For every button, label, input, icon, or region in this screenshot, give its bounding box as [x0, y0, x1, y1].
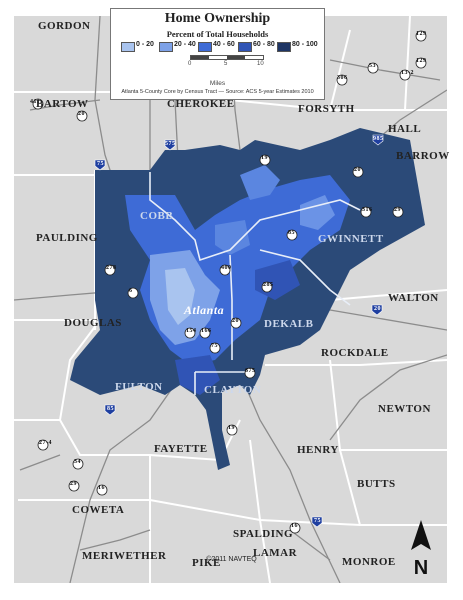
- county-boundaries: [14, 16, 447, 583]
- route-label: 400: [221, 265, 232, 271]
- county-label-dekalb: DEKALB: [264, 318, 314, 330]
- county-label-fayette: FAYETTE: [154, 443, 208, 455]
- city-label-atlanta: Atlanta: [184, 303, 225, 317]
- route-label: 316: [362, 207, 373, 213]
- route-label: 985: [373, 136, 384, 142]
- county-label-meriwether: MERIWETHER: [82, 550, 167, 562]
- county-label-bartow: BARTOW: [36, 98, 89, 110]
- county-label-walton: WALTON: [388, 292, 439, 304]
- route-label: 75: [97, 161, 104, 167]
- route-label: 20: [232, 318, 239, 324]
- route-label: 19: [228, 425, 235, 431]
- county-label-pike: PIKE: [192, 557, 221, 569]
- legend-swatch: [121, 42, 135, 52]
- county-label-hall: HALL: [388, 123, 422, 135]
- copyright-note: ©2011 NAVTEQ: [206, 556, 257, 563]
- county-label-douglas: DOUGLAS: [64, 317, 122, 329]
- county-label-forsyth: FORSYTH: [298, 103, 355, 115]
- scale-tick-label: 10: [257, 61, 264, 67]
- route-label: 278: [106, 265, 117, 271]
- county-label-cobb: COBB: [140, 210, 174, 222]
- route-label: 6: [129, 288, 133, 294]
- legend-swatch: [198, 42, 212, 52]
- route-label: 13-2: [401, 70, 414, 76]
- route-label: 129: [416, 31, 427, 37]
- source-note: Atlanta 5-County Core by Census Tract — …: [121, 89, 314, 95]
- county-label-gwinnett: GWINNETT: [318, 233, 384, 245]
- legend-label: 40 - 60: [213, 41, 235, 48]
- county-label-cherokee: CHEROKEE: [167, 98, 235, 110]
- county-label-monroe: MONROE: [342, 556, 396, 568]
- map-title: Home Ownership: [164, 11, 271, 26]
- base-map: [14, 16, 447, 583]
- county-label-fulton: FULTON: [115, 381, 163, 393]
- county-label-butts: BUTTS: [357, 478, 396, 490]
- route-label: 166: [201, 328, 212, 334]
- route-label: 34: [74, 459, 81, 465]
- route-label: 29: [70, 481, 77, 487]
- legend-label: 60 - 80: [253, 41, 275, 48]
- scale-tick-label: 5: [224, 61, 228, 67]
- north-arrow-icon: N: [401, 518, 441, 583]
- core-tracts: [70, 128, 425, 470]
- route-label: 285: [263, 282, 274, 288]
- county-label-newton: NEWTON: [378, 403, 431, 415]
- county-label-gordon: GORDON: [38, 20, 91, 32]
- route-label: 16: [291, 523, 298, 529]
- route-shields: [32, 30, 427, 534]
- scale-bar: [190, 55, 264, 60]
- county-label-rockdale: ROCKDALE: [321, 347, 389, 359]
- interstate-shields: [94, 134, 384, 528]
- route-label: 16: [98, 485, 105, 491]
- legend-label: 20 - 40: [174, 41, 196, 48]
- route-label: 75: [314, 518, 321, 524]
- county-label-henry: HENRY: [297, 444, 339, 456]
- county-label-paulding: PAULDING: [36, 232, 98, 244]
- legend-swatch: [277, 42, 291, 52]
- legend-label: 80 - 100: [292, 41, 318, 48]
- map-frame: [14, 16, 447, 583]
- route-label: 20: [374, 306, 381, 312]
- legend-swatch: [238, 42, 252, 52]
- map-legend: Home Ownership Percent of Total Househol…: [110, 8, 325, 100]
- route-label: 85: [107, 406, 114, 412]
- route-label: 27-4: [39, 440, 52, 446]
- route-label: 675: [245, 368, 256, 374]
- route-label: 129: [416, 58, 427, 64]
- route-label: 85: [288, 230, 295, 236]
- legend-label: 0 - 20: [136, 41, 154, 48]
- county-label-lamar: LAMAR: [253, 547, 298, 559]
- route-label: 20: [78, 111, 85, 117]
- route-label: 306: [337, 75, 348, 81]
- scale-unit: Miles: [209, 80, 226, 87]
- route-label: 20: [354, 167, 361, 173]
- route-label: 53: [369, 63, 376, 69]
- route-label: 575: [165, 141, 176, 147]
- legend-swatch: [159, 42, 173, 52]
- county-label-barrow: BARROW: [396, 150, 450, 162]
- route-label: 29: [394, 207, 401, 213]
- route-label: 75: [211, 343, 218, 349]
- route-label: 411: [30, 99, 41, 105]
- route-label: 154: [186, 328, 197, 334]
- county-label-clayton: CLAYTON: [204, 384, 262, 396]
- county-label-coweta: COWETA: [72, 504, 125, 516]
- county-label-spalding: SPALDING: [233, 528, 294, 540]
- scale-tick-label: 0: [188, 61, 192, 67]
- map-subtitle: Percent of Total Households: [166, 29, 269, 39]
- north-label: N: [414, 557, 428, 578]
- route-label: 19: [261, 155, 268, 161]
